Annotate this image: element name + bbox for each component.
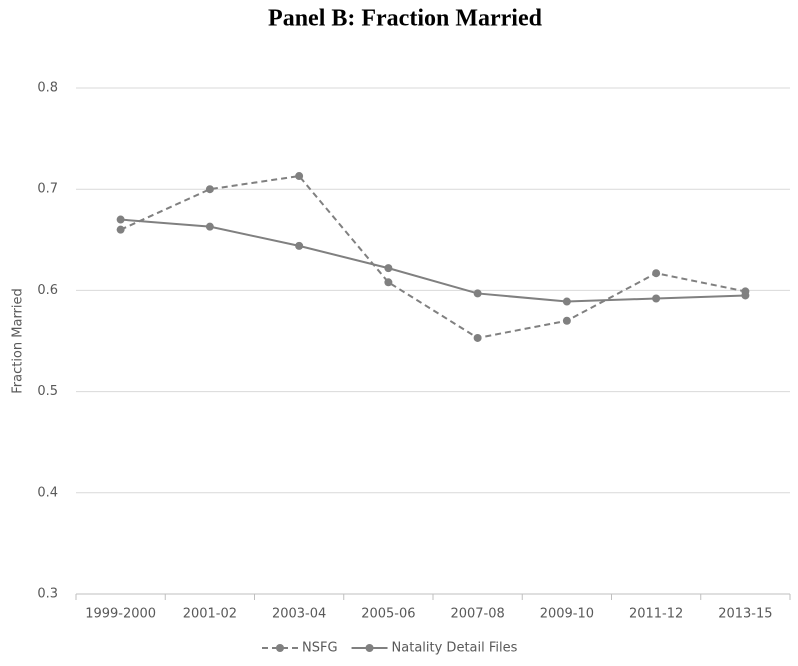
x-tick-label: 2007-08 xyxy=(450,607,504,622)
data-point xyxy=(295,172,304,181)
series-line xyxy=(120,174,746,340)
series-line xyxy=(120,218,746,303)
data-point xyxy=(205,185,214,194)
x-tick-label: 2001-02 xyxy=(183,607,237,622)
y-axis-label: Fraction Married xyxy=(11,288,26,394)
x-tick-label: 1999-2000 xyxy=(85,607,156,622)
x-tick-label: 2005-06 xyxy=(361,607,415,622)
legend-marker xyxy=(276,644,284,652)
data-point xyxy=(562,316,571,325)
y-tick-label: 0.7 xyxy=(37,182,58,197)
x-tick-label: 2009-10 xyxy=(540,607,594,622)
y-tick-label: 0.4 xyxy=(37,485,58,500)
data-point xyxy=(562,297,571,306)
data-point xyxy=(652,294,661,303)
legend-marker xyxy=(365,644,374,652)
chart-title: Panel B: Fraction Married xyxy=(268,6,543,32)
x-tick-label: 2003-04 xyxy=(272,607,326,622)
data-point xyxy=(473,289,482,298)
data-point xyxy=(116,225,125,234)
y-tick-label: 0.8 xyxy=(37,81,58,96)
data-point xyxy=(384,264,393,273)
data-point xyxy=(384,278,393,287)
data-point xyxy=(741,291,750,300)
y-tick-label: 0.3 xyxy=(37,587,58,602)
data-point xyxy=(116,215,125,224)
legend-label: NSFG xyxy=(302,641,338,656)
legend-label: Natality Detail Files xyxy=(392,641,518,656)
data-point xyxy=(652,269,661,278)
data-point xyxy=(473,333,482,342)
x-tick-label: 2011-12 xyxy=(629,607,683,622)
data-point xyxy=(295,241,304,250)
y-tick-label: 0.5 xyxy=(37,384,58,399)
data-point xyxy=(205,222,214,231)
y-tick-label: 0.6 xyxy=(37,283,58,298)
x-tick-label: 2013-15 xyxy=(718,607,772,622)
